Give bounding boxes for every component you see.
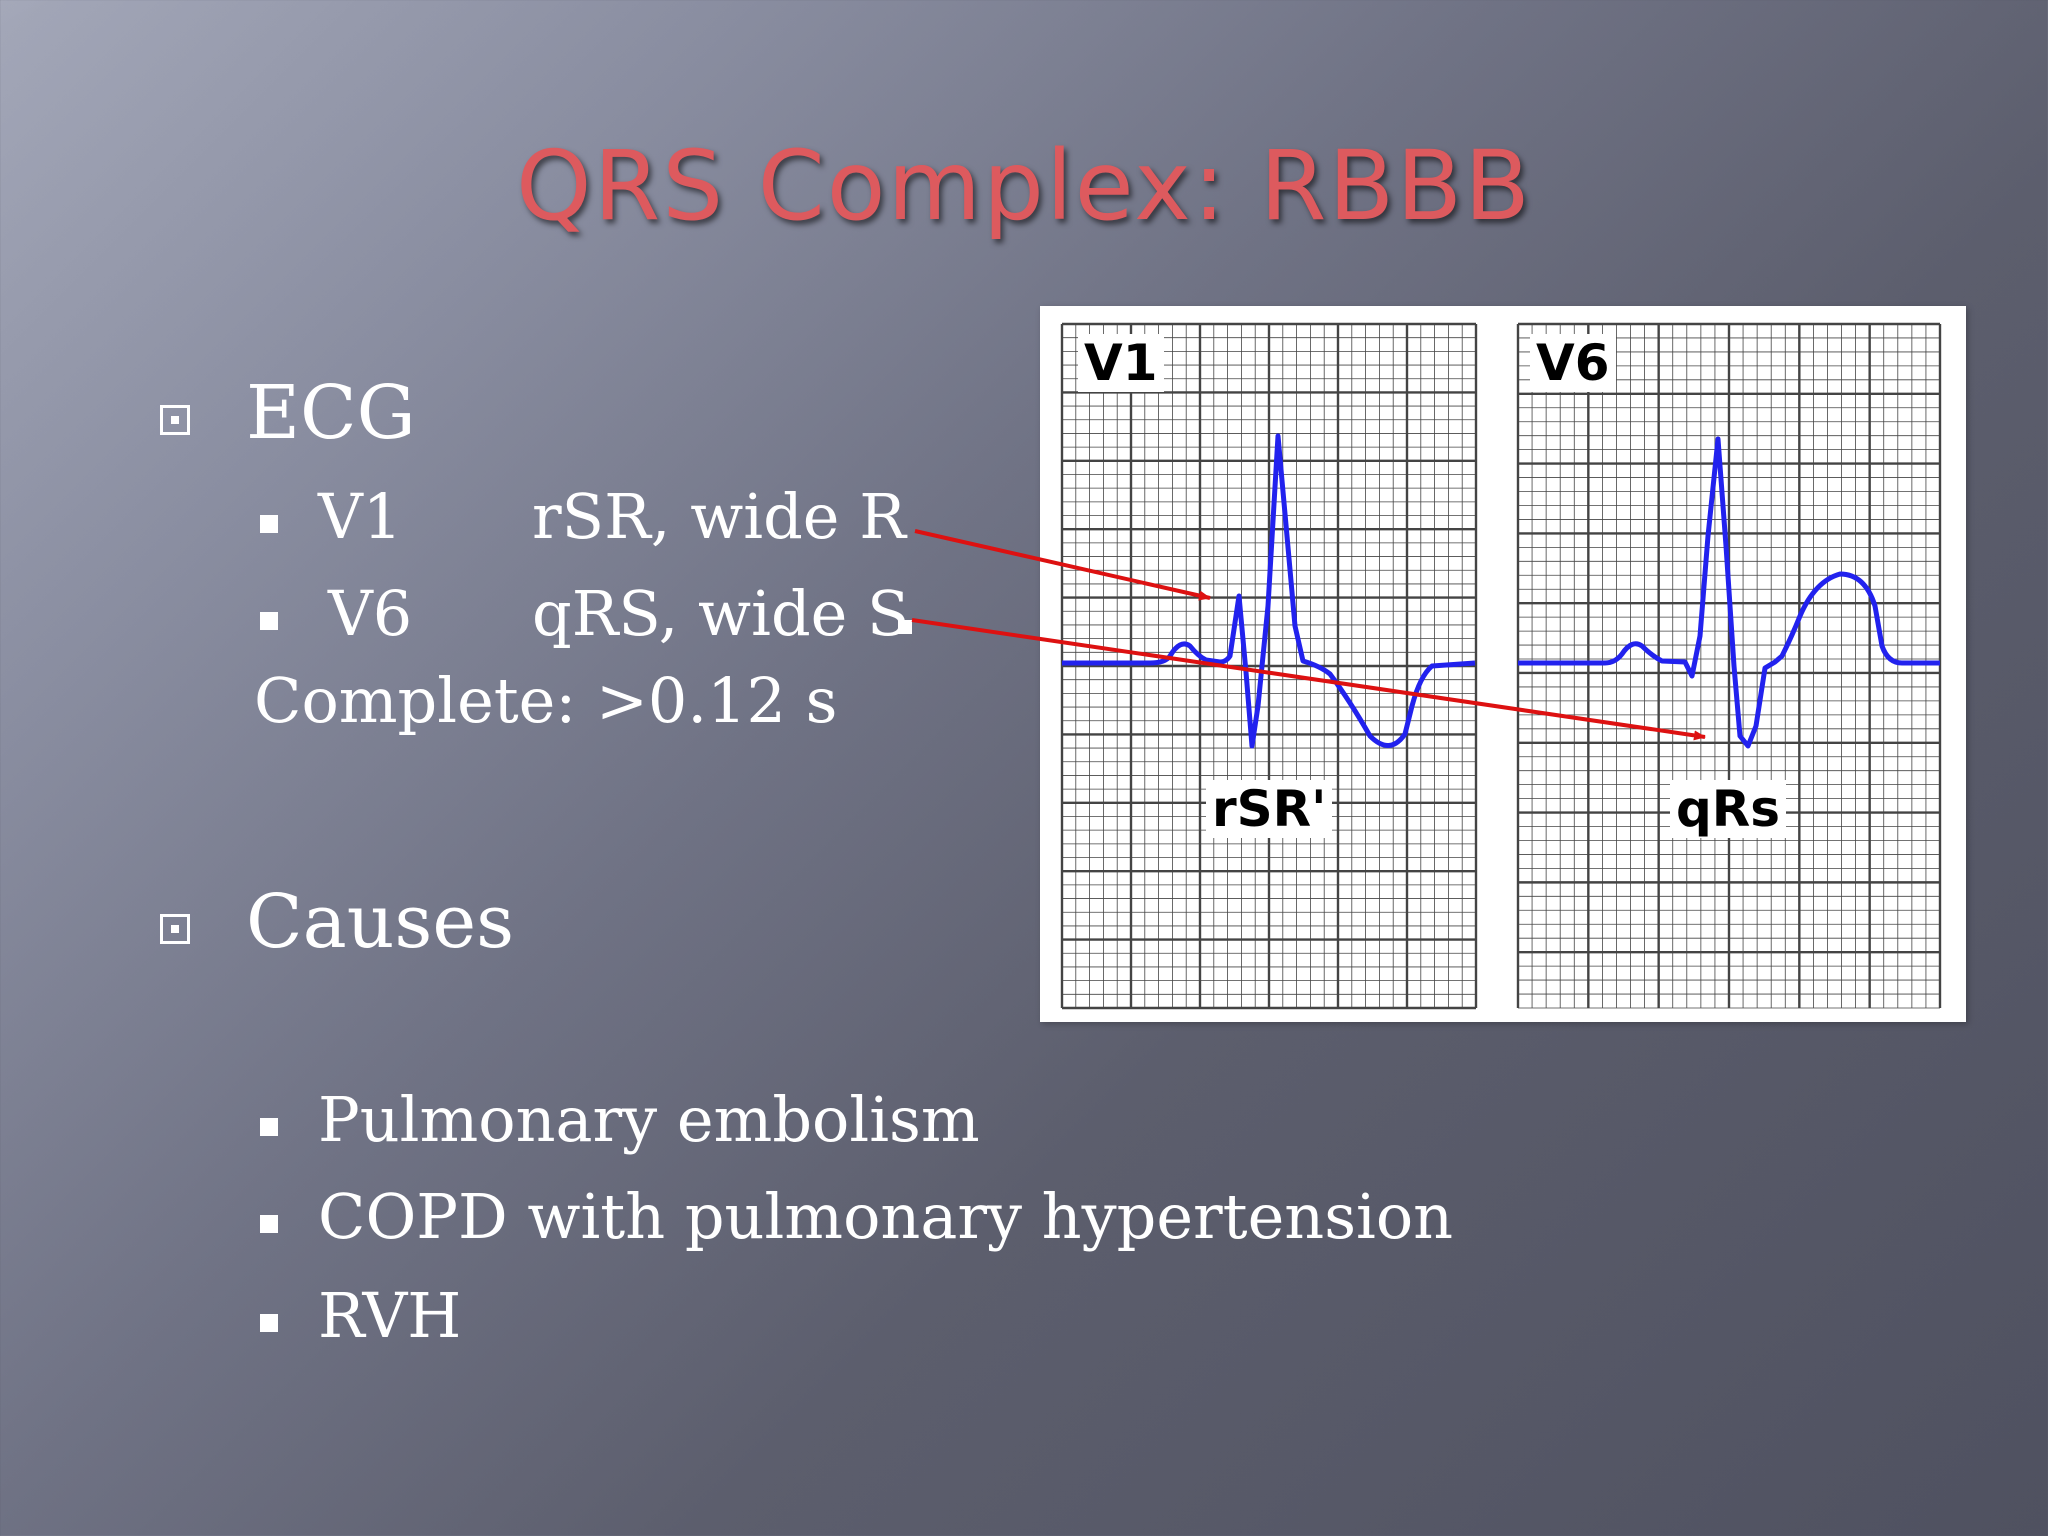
complete-note: Complete: >0.12 s bbox=[254, 664, 838, 737]
v6-arrow bbox=[911, 618, 1706, 741]
v6-finding: qRS, wide S bbox=[532, 577, 910, 650]
v6-pattern-label: qRs bbox=[1670, 780, 1787, 838]
v1-lead: V1 bbox=[318, 480, 403, 553]
v1-trace bbox=[1062, 433, 1476, 749]
square-bullet-icon bbox=[260, 612, 278, 630]
box-bullet-icon bbox=[160, 405, 190, 435]
box-bullet-icon bbox=[160, 914, 190, 944]
ecg-heading: ECG bbox=[246, 370, 416, 456]
cause-item: RVH bbox=[318, 1279, 462, 1352]
square-bullet-icon bbox=[260, 1118, 278, 1136]
square-bullet-icon bbox=[260, 1215, 278, 1233]
slide-title: QRS Complex: RBBB bbox=[516, 130, 1532, 242]
arrow-tail-square bbox=[898, 620, 912, 634]
causes-heading: Causes bbox=[246, 879, 515, 965]
panel-v1-label: V1 bbox=[1078, 334, 1164, 392]
ecg-figure: V1 V6 rSR' qRs bbox=[1040, 306, 1966, 1022]
ecg-grid bbox=[1060, 322, 1942, 1010]
panel-v6-label: V6 bbox=[1530, 334, 1616, 392]
square-bullet-icon bbox=[260, 515, 278, 533]
v6-lead: V6 bbox=[328, 577, 413, 650]
cause-item: COPD with pulmonary hypertension bbox=[318, 1180, 1454, 1253]
square-bullet-icon bbox=[260, 1314, 278, 1332]
v1-finding: rSR, wide R bbox=[532, 480, 906, 553]
v1-arrow bbox=[914, 529, 1211, 601]
v6-trace bbox=[1518, 436, 1940, 749]
cause-item: Pulmonary embolism bbox=[318, 1083, 980, 1156]
v1-pattern-label: rSR' bbox=[1206, 780, 1333, 838]
